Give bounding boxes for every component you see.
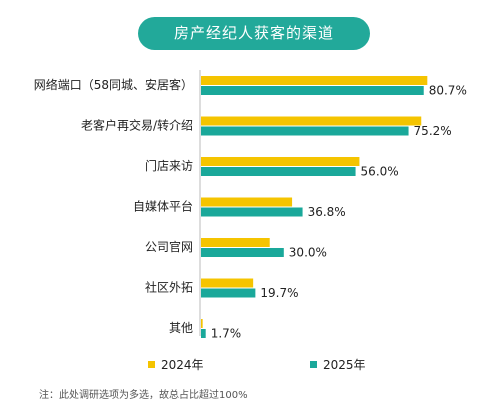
category-label-5: 社区外拓 [145,280,193,295]
bar-2025-6 [201,329,206,338]
value-label-5: 19.7% [260,286,298,300]
value-label-6: 1.7% [211,327,242,341]
category-label-1: 老客户再交易/转介绍 [81,118,193,133]
bar-2024-1 [201,116,422,126]
value-label-0: 80.7% [429,84,467,98]
value-label-2: 56.0% [361,165,399,179]
legend-swatch-2025 [310,361,317,368]
bar-2024-0 [201,76,428,85]
value-label-4: 30.0% [289,246,327,260]
bar-2025-1 [201,126,409,136]
legend: 2024年 2025年 [0,356,500,372]
bar-2024-4 [201,238,270,247]
legend-item-2025: 2025年 [310,356,366,373]
category-label-0: 网络端口（58同城、安居客） [34,77,193,92]
bars-group [201,76,428,338]
chart-title: 房产经纪人获客的渠道 [138,17,370,50]
category-label-2: 门店来访 [145,158,193,173]
legend-swatch-2024 [148,361,155,368]
bar-2025-4 [201,248,284,257]
legend-item-2024: 2024年 [148,356,204,373]
bar-2025-3 [201,207,303,217]
category-label-4: 公司官网 [145,239,193,254]
bar-2025-5 [201,288,256,298]
bar-2024-6 [201,319,203,328]
value-label-1: 75.2% [414,124,452,138]
bar-2024-3 [201,197,293,207]
value-label-3: 36.8% [308,205,346,219]
footnote: 注：此处调研选项为多选，故总占比超过100% [39,390,248,401]
category-label-6: 其他 [169,321,193,335]
category-labels-group: 网络端口（58同城、安居客） 老客户再交易/转介绍门店来访自媒体平台公司官网社区外… [34,77,193,335]
legend-label-2025: 2025年 [323,358,366,372]
legend-label-2024: 2024年 [161,358,204,372]
bar-2024-5 [201,278,254,288]
bar-2025-0 [201,86,424,95]
bar-2024-2 [201,157,360,166]
category-label-3: 自媒体平台 [133,199,193,214]
value-labels-group: 80.7% 75.2% 56.0% 36.8% 30.0% 19.7% 1.7% [211,84,467,341]
bar-2025-2 [201,167,356,176]
